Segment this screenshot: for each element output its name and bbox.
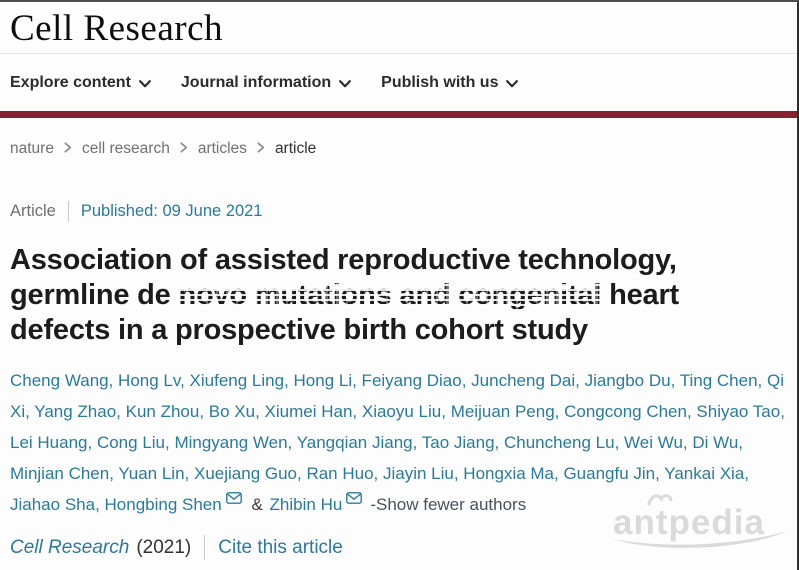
- citation-journal-name: Cell Research: [10, 536, 130, 558]
- journal-header: Cell Research Explore content Journal in…: [0, 2, 799, 118]
- ampersand: &: [251, 495, 263, 514]
- title-line2-pre: germline de: [10, 279, 179, 311]
- citation-year: (2021): [136, 536, 192, 558]
- title-line3: defects in a prospective birth cohort st…: [10, 314, 588, 346]
- breadcrumb-article-current: article: [274, 140, 317, 157]
- chevron-right-icon: [257, 141, 265, 153]
- watermark-text: antpedia: [613, 503, 765, 542]
- journal-logo[interactable]: Cell Research: [10, 8, 223, 49]
- author-last[interactable]: Zhibin Hu: [269, 495, 343, 514]
- citation-row: Cell Research (2021) Cite this article: [10, 535, 789, 560]
- citation-divider: [204, 535, 206, 560]
- chevron-down-icon: [139, 80, 151, 88]
- nav-item-journal-information[interactable]: Journal information: [180, 74, 352, 92]
- window-right-edge: [797, 2, 799, 570]
- nav-item-label: Publish with us: [381, 74, 499, 91]
- article-main: Article Published: 09 June 2021 Associat…: [0, 201, 799, 560]
- breadcrumb-cell-research[interactable]: cell research: [81, 140, 170, 157]
- watermark-swoosh: [613, 531, 788, 548]
- main-navigation: Explore content Journal information Publ…: [0, 54, 799, 111]
- nav-item-publish-with-us[interactable]: Publish with us: [381, 74, 519, 92]
- antpedia-watermark: antpedia: [605, 488, 795, 557]
- breadcrumb-nature[interactable]: nature: [10, 140, 54, 157]
- chevron-right-icon: [64, 141, 72, 153]
- cite-this-article-link[interactable]: Cite this article: [218, 536, 343, 558]
- logo-row: Cell Research: [0, 2, 799, 53]
- title-line2-post: heart: [601, 279, 679, 311]
- email-icon[interactable]: [346, 492, 363, 504]
- breadcrumb-articles[interactable]: articles: [197, 140, 247, 157]
- nav-item-label: Explore content: [10, 74, 131, 91]
- author-names[interactable]: Cheng Wang, Hong Lv, Xiufeng Ling, Hong …: [10, 371, 785, 514]
- nav-item-explore-content[interactable]: Explore content: [10, 74, 151, 92]
- nav-item-label: Journal information: [180, 74, 332, 91]
- chevron-right-icon: [180, 141, 188, 153]
- article-title: Association of assisted reproductive tec…: [10, 243, 789, 348]
- article-type-label: Article: [10, 202, 56, 220]
- meta-divider: [67, 201, 69, 222]
- published-date: Published: 09 June 2021: [80, 202, 263, 220]
- title-line1: Association of assisted reproductive tec…: [10, 244, 677, 276]
- show-fewer-authors-link[interactable]: -Show fewer authors: [370, 495, 527, 514]
- email-icon[interactable]: [225, 492, 242, 504]
- title-line2-ghosted-text: novo mutations and congenital: [178, 276, 602, 311]
- author-list: Cheng Wang, Hong Lv, Xiufeng Ling, Hong …: [10, 365, 789, 520]
- article-meta-row: Article Published: 09 June 2021: [10, 201, 789, 222]
- header-divider: [0, 53, 799, 54]
- watermark-bird-mark: [647, 494, 673, 506]
- chevron-down-icon: [506, 80, 519, 88]
- breadcrumb: nature cell research articles article: [0, 118, 799, 158]
- journal-accent-bar: [0, 111, 799, 118]
- chevron-down-icon: [339, 80, 352, 88]
